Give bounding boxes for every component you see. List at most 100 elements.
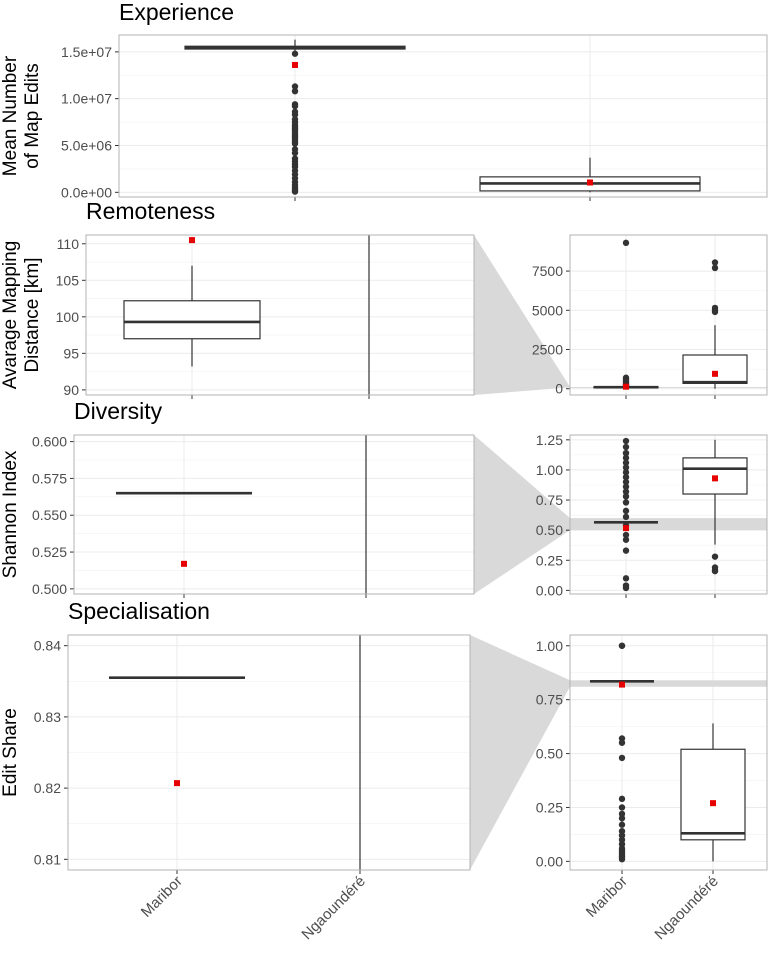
panel-2-full-maribor-outlier-point <box>622 239 630 247</box>
panel-3-full-maribor-mean-marker <box>623 525 629 532</box>
panel-3-full-maribor-outlier-point <box>622 469 630 476</box>
panel-1-maribor-mean-marker <box>292 61 298 68</box>
panel-4-full-range: 0.00 0.25 0.50 0.75 1.00 <box>536 634 768 874</box>
panel-1-maribor-outlier-point <box>291 102 299 110</box>
panel-4-full-maribor-outlier-point <box>618 642 626 649</box>
panel-1-ytick-label: 5.0e+06 <box>61 137 112 153</box>
panel-1-maribor-outlier-point <box>291 50 299 57</box>
panel-3-full-maribor-outlier-point <box>622 584 630 592</box>
panel-4-full-maribor-outlier-point <box>618 754 626 762</box>
panel-2-full-ytick-label: 0 <box>555 381 563 397</box>
panel-2-ytick-label: 105 <box>56 272 80 288</box>
panel-2-ylabel: Distance [km] <box>22 257 43 372</box>
panel-2-full-ngaoundere-box <box>682 354 748 384</box>
panel-1-ngaoundere-mean-marker <box>587 179 593 186</box>
panel-3-full-maribor-outlier-point <box>622 459 630 466</box>
panel-4-title: Specialisation <box>68 598 210 624</box>
panel-3-full-ngaoundere-outlier-point <box>711 553 719 560</box>
x-category-label: Maribor <box>138 873 186 921</box>
panel-3-full-ytick-label: 0.25 <box>536 552 563 568</box>
panel-3-ytick-label: 0.525 <box>32 544 67 560</box>
panel-3-maribor-mean-marker <box>181 560 187 567</box>
panel-2-ylabel: Avarage Mapping <box>0 241 21 390</box>
panel-2-full-ngaoundere-outlier-point <box>711 259 719 266</box>
panel-4-full-ngaoundere-mean-marker <box>710 800 716 807</box>
panel-2-full-ngaoundere-outlier-point <box>711 264 719 272</box>
panel-3-full-ytick-label: 0.75 <box>536 492 563 508</box>
panel-3-full-maribor-outlier-point <box>622 547 630 554</box>
panel-1-maribor-outlier-point <box>291 188 299 195</box>
panel-4-full-ytick-label: 0.00 <box>536 853 563 869</box>
panel-2-ytick-label: 95 <box>63 345 79 361</box>
panel-3-full-ytick-label: 0.00 <box>536 582 563 598</box>
panel-2-full-ytick-label: 2500 <box>532 342 563 358</box>
panel-3-ytick-label: 0.500 <box>32 581 67 597</box>
panel-2-full-zoom-band <box>570 387 767 388</box>
panel-4-full-ytick-label: 0.75 <box>536 692 563 708</box>
panel-4: 0.81 0.82 0.83 0.84 Specialisation Edit Share… <box>0 598 768 874</box>
panel-1-maribor-outlier-point <box>291 149 299 157</box>
panel-1-maribor-outlier-point <box>291 87 299 95</box>
zoom-connector <box>474 435 570 594</box>
panel-3-background <box>74 435 474 594</box>
panel-2-border <box>85 234 475 396</box>
panel-4-ytick-label: 0.81 <box>34 851 61 867</box>
panel-3-full-maribor-outlier-point <box>622 531 630 539</box>
panel-4-border <box>67 634 471 871</box>
x-category-label-full: Ngaoundéré <box>651 873 721 943</box>
panel-4-full-border <box>569 634 768 871</box>
panel-2: 90 95 100 105 110 Remoteness Avarage Mapping Di… <box>0 198 768 399</box>
panel-3-full-maribor-outlier-point <box>622 478 630 486</box>
panel-3-full-maribor-outlier-point <box>622 437 630 445</box>
panel-3-full-maribor-outlier-point <box>622 575 630 582</box>
panel-3-full-maribor-outlier-point <box>622 536 630 543</box>
panel-4-full-maribor-outlier-point <box>618 856 626 863</box>
panel-3: 0.500 0.525 0.550 0.575 0.600 Diversity Shanno… <box>0 398 768 598</box>
zoom-connector <box>470 635 570 870</box>
panel-2-title: Remoteness <box>86 198 215 224</box>
panel-4-ytick-label: 0.82 <box>34 780 61 796</box>
panel-4-full-maribor-outlier-point <box>618 821 626 828</box>
panel-2-maribor-mean-marker <box>189 237 195 244</box>
panel-3-full-ngaoundere-mean-marker <box>712 475 718 482</box>
panel-1-ylabel: of Map Edits <box>22 63 43 169</box>
zoom-connector <box>474 235 570 395</box>
panel-4-full-maribor-outlier-point <box>618 804 626 811</box>
panel-3-ytick-label: 0.600 <box>32 434 67 450</box>
panel-4-full-maribor-outlier-point <box>618 795 626 803</box>
panel-3-full-maribor-outlier-point <box>622 483 630 490</box>
panel-4-full-ytick-label: 0.25 <box>536 799 563 815</box>
panel-4-ytick-label: 0.84 <box>34 638 61 654</box>
panel-2-ytick-label: 100 <box>56 309 80 325</box>
panel-2-full-maribor-mean-marker <box>623 383 629 390</box>
panel-4-full-ytick-label: 1.00 <box>536 638 563 654</box>
panel-3-border <box>73 434 475 595</box>
panel-3-full-maribor-outlier-point <box>622 443 630 451</box>
panel-2-ytick-label: 110 <box>57 236 80 252</box>
panel-2-full-ngaoundere-outlier-point <box>711 308 719 316</box>
panel-2-full-ytick-label: 7500 <box>532 263 563 279</box>
panel-4-full-maribor-outlier-point <box>618 739 626 746</box>
panel-1-background <box>119 35 767 197</box>
panel-3-ytick-label: 0.575 <box>32 470 67 486</box>
panel-3-full-maribor-outlier-point <box>622 473 630 481</box>
panel-1-ytick-label: 0.0e+00 <box>61 184 112 200</box>
panel-2-full-ngaoundere-mean-marker <box>712 370 718 377</box>
panel-1-title: Experience <box>119 0 234 25</box>
panel-3-full-ngaoundere-outlier-point <box>711 567 719 575</box>
panel-4-full-ngaoundere-box <box>680 748 746 841</box>
panel-3-full-maribor-outlier-point <box>622 464 630 471</box>
panel-4-full-zoom-band <box>570 680 767 687</box>
panel-3-title: Diversity <box>74 398 163 424</box>
panel-4-maribor-mean-marker <box>174 780 180 787</box>
panel-3-full-range: 0.00 0.25 0.50 0.75 1.00 1.25 <box>536 432 768 598</box>
panel-3-ytick-label: 0.550 <box>32 507 67 523</box>
panel-3-ylabel: Shannon Index <box>0 450 21 578</box>
panel-2-ytick-label: 90 <box>63 382 79 398</box>
panel-3-full-maribor-outlier-point <box>622 507 630 515</box>
panel-1-maribor-outlier-point <box>291 111 299 118</box>
panel-3-full-zoom-band <box>570 518 767 531</box>
panel-1-maribor-outlier-point <box>291 140 299 147</box>
panel-1-ylabel: Mean Number <box>0 55 21 176</box>
